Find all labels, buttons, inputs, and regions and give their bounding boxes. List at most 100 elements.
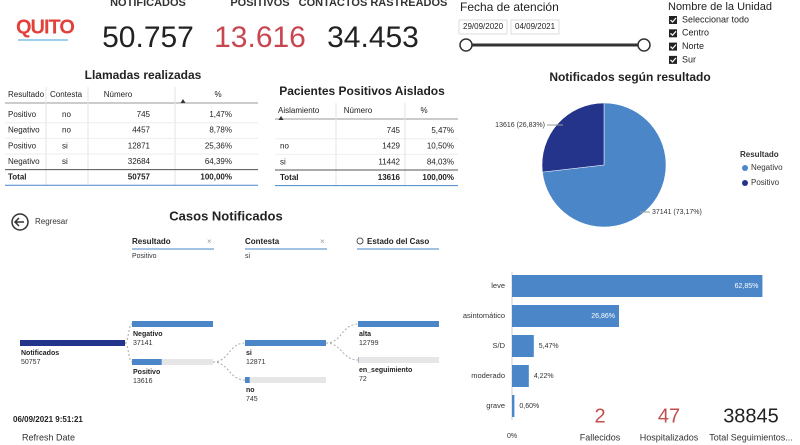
connector [325,342,359,361]
table-cell: 1429 [382,142,400,151]
tree-title: Casos Notificados [169,208,282,223]
table-cell: Negativo [8,157,40,166]
slice-label: 13616 (26,83%) [495,122,545,129]
legend-swatch [742,165,748,171]
sort-arrow [180,99,186,103]
data-label: 4,22% [534,373,554,380]
node-track[interactable] [245,377,326,383]
node-bar [245,340,326,346]
node-bar [20,340,125,346]
kpi-label: NOTIFICADOS [110,0,186,9]
node-bar [132,321,213,327]
kpi-label: CONTACTOS RASTREADOS [299,0,448,9]
node-track[interactable] [132,359,213,365]
bulb-icon [356,237,364,245]
node-name: Positivo [133,369,160,376]
date-end: 04/09/2021 [515,22,556,31]
table-cell: Negativo [8,126,40,135]
back-label: Regresar [35,217,68,226]
total-cell: 13616 [378,173,401,182]
bar [512,365,529,387]
slider-handle[interactable] [459,38,473,52]
table-cell: Positivo [8,110,37,119]
table-cell: 1,47% [209,110,232,119]
pie-slice [541,102,605,173]
node-name: en_seguimiento [359,367,412,374]
date-start: 29/09/2020 [463,22,504,31]
table-cell: 32684 [128,157,151,166]
x-tick-label: 0% [507,433,517,440]
filter-option: Centro [682,28,709,38]
node-bar [132,359,162,365]
refresh-date: 06/09/2021 9:51:21 [13,415,83,424]
kpi-label: POSITIVOS [230,0,289,9]
node-name: no [246,387,255,394]
column-header: Número [344,106,373,115]
remove-filter[interactable]: × [207,237,212,246]
column-header: % [420,106,427,115]
filter-title: Nombre de la Unidad [668,1,772,13]
sort-arrow [278,116,284,120]
slider-handle[interactable] [637,38,651,52]
slice-label: 37141 (73,17%) [652,209,702,216]
checkbox[interactable] [669,55,677,64]
table-cell: Positivo [8,141,37,150]
data-label: 0,60% [519,403,539,410]
checkmark [670,57,677,63]
kpi-value: 2 [594,405,605,427]
table-cell: 10,50% [427,142,454,151]
checkbox[interactable] [669,16,677,24]
table-cell: si [62,157,68,166]
kpi-label: Hospitalizados [640,432,699,442]
legend-swatch [742,180,748,186]
node-value: 12799 [359,340,379,347]
chart-title: Notificados según resultado [549,70,710,84]
checkmark [670,44,677,50]
date-box[interactable] [510,19,560,35]
table-cell: no [280,142,289,151]
total-cell: 100,00% [200,173,232,182]
column-header: Aislamiento [278,106,320,115]
checkbox[interactable] [669,29,677,38]
kpi-value: 13.616 [214,21,306,54]
logo: QUITO [16,16,74,38]
total-cell: Total [280,173,299,182]
data-label: 5,47% [539,343,559,350]
checkbox[interactable] [669,42,677,51]
node-track[interactable] [358,357,439,363]
filter-option: Seleccionar todo [682,14,749,24]
date-box[interactable] [458,19,508,35]
y-tick-label: moderado [471,371,505,380]
column-header: Resultado [8,90,45,99]
column-header: % [214,90,221,99]
total-cell: 100,00% [422,173,454,182]
filter-option: Norte [682,41,704,51]
connector [124,342,133,363]
table-cell: 745 [137,110,151,119]
node-value: 745 [246,396,258,403]
tree-header: Resultado [132,237,171,246]
node-name: Notificados [21,350,59,357]
data-label: 62,85% [735,283,759,290]
back-arrow [13,217,24,227]
y-tick-label: S/D [492,341,505,350]
node-bar [358,321,439,327]
column-header: Contesta [50,90,83,99]
table-cell: si [280,157,286,166]
tree-header: Contesta [245,237,280,246]
node-name: Negativo [133,331,163,338]
column-header: Número [104,90,133,99]
remove-filter[interactable]: × [320,237,325,246]
table-cell: si [62,141,68,150]
table-title: Pacientes Positivos Aislados [279,84,445,98]
refresh-label: Refresh Date [22,432,75,442]
slicer-title: Fecha de atención [460,0,559,14]
total-cell: 50757 [128,173,151,182]
y-tick-label: leve [491,281,505,290]
total-cell: Total [8,173,27,182]
kpi-value: 34.453 [327,21,419,54]
node-name: si [246,350,252,357]
node-value: 50757 [21,359,41,366]
bar [512,395,515,417]
